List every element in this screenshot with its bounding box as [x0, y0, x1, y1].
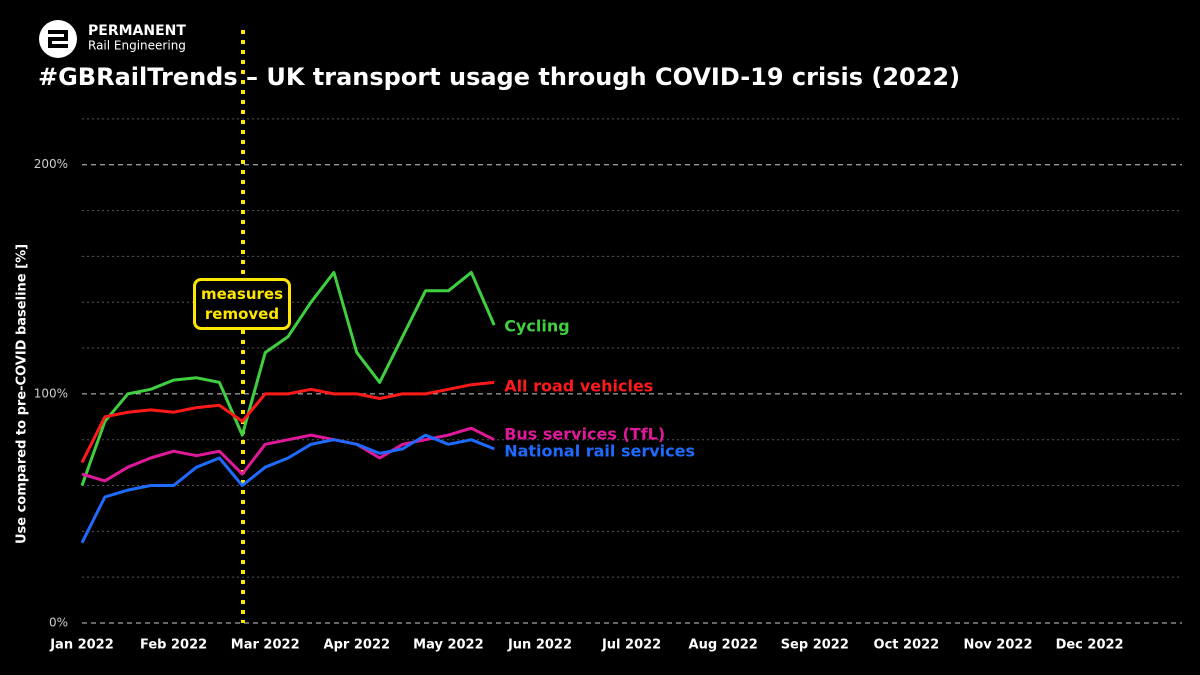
- y-axis-label: Use compared to pre-COVID baseline [%]: [15, 244, 30, 544]
- series-label: Cycling: [504, 317, 569, 336]
- series-line: [80, 380, 495, 464]
- brand-tagline: Rail Engineering: [88, 39, 186, 53]
- x-tick-label: Nov 2022: [964, 638, 1033, 653]
- x-tick-label: Feb 2022: [140, 638, 207, 653]
- x-tick-label: Jun 2022: [507, 638, 572, 653]
- x-tick-label: Jul 2022: [601, 638, 661, 653]
- x-tick-label: Jan 2022: [49, 638, 114, 653]
- y-tick-label: 200%: [34, 157, 68, 171]
- annotation: measures removed: [193, 278, 291, 330]
- x-tick-label: Sep 2022: [781, 638, 849, 653]
- x-tick-label: Aug 2022: [689, 638, 758, 653]
- chart-title: #GBRailTrends – UK transport usage throu…: [38, 63, 960, 91]
- brand-name: PERMANENT: [88, 23, 186, 39]
- series-line: [80, 433, 495, 544]
- series-line: [80, 270, 496, 487]
- y-tick-label: 0%: [49, 616, 68, 630]
- x-tick-label: Oct 2022: [874, 638, 940, 653]
- x-tick-label: Dec 2022: [1056, 638, 1124, 653]
- x-tick-label: Mar 2022: [231, 638, 300, 653]
- series-label: All road vehicles: [504, 377, 653, 396]
- series-label: National rail services: [504, 442, 695, 461]
- series-label: Bus services (TfL): [504, 425, 665, 444]
- logo-glyph: [48, 30, 68, 48]
- x-tick-label: May 2022: [413, 638, 484, 653]
- x-tick-label: Apr 2022: [324, 638, 391, 653]
- series-line: [81, 426, 495, 483]
- y-tick-label: 100%: [34, 386, 68, 400]
